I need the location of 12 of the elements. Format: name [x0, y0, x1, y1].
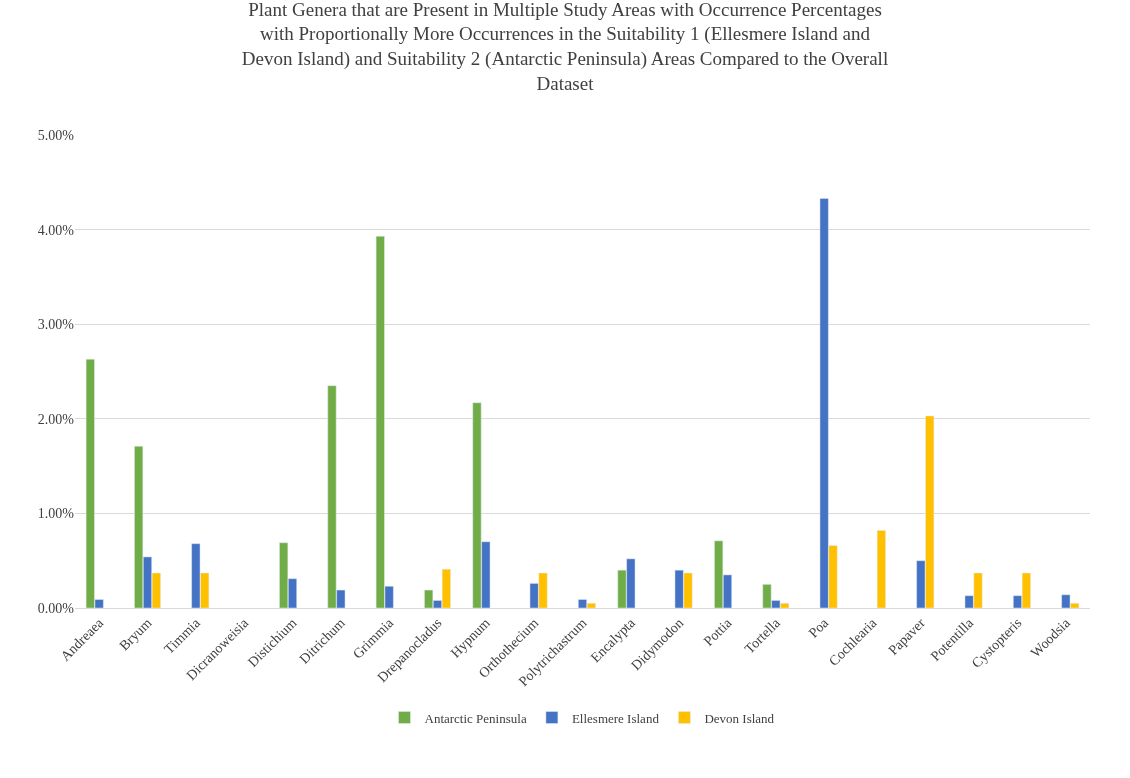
y-tick-label: 4.00% — [37, 222, 75, 238]
y-tick-label: 3.00% — [37, 317, 75, 333]
legend-label: Ellesmere Island — [571, 710, 660, 726]
y-tick-label: 5.00% — [37, 127, 75, 143]
y-tick-label: 0.00% — [37, 600, 75, 616]
y-tick-label: 1.00% — [37, 506, 75, 522]
y-tick-label: 2.00% — [37, 411, 75, 427]
chart-title: Plant Genera that are Present in Multiple Study Areas with Occurrence Percentages with Proportionally More Occurrences in the Suitability 1 (Ellesmere Island and Devon Island) and Suitability 2 (Antarctic Peninsula) Areas Compared to the Overall Dataset — [241, 0, 889, 94]
legend-label: Antarctic Peninsula — [424, 710, 527, 726]
bar — [876, 530, 886, 608]
x-tick-label: Poa — [805, 614, 832, 641]
legend-label: Devon Island — [704, 710, 775, 726]
